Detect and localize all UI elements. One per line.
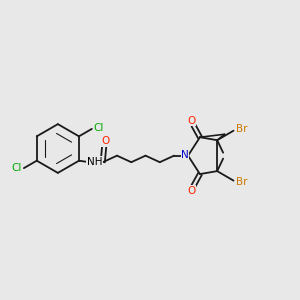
Text: O: O	[188, 186, 196, 196]
Text: Br: Br	[236, 124, 247, 134]
Text: N: N	[181, 150, 189, 160]
Text: Br: Br	[236, 177, 247, 188]
Text: O: O	[188, 116, 196, 126]
Text: Cl: Cl	[11, 163, 22, 173]
Text: O: O	[101, 136, 110, 146]
Text: NH: NH	[87, 157, 103, 167]
Text: Cl: Cl	[93, 123, 103, 133]
